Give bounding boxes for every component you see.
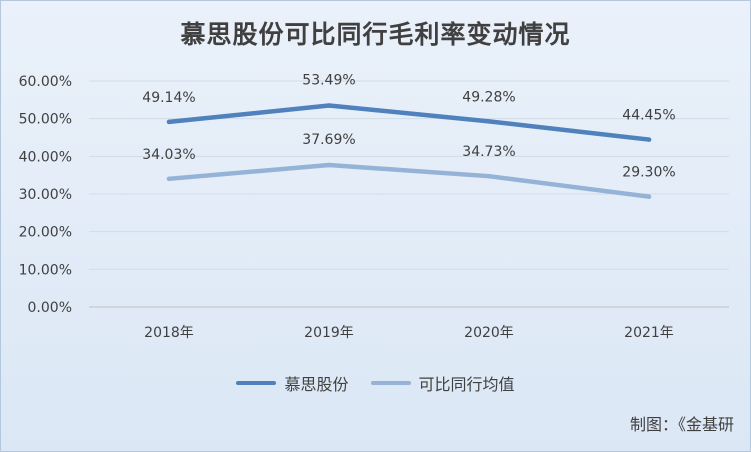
data-point: [326, 103, 332, 108]
data-point: [166, 119, 172, 125]
x-tick-label: 2021年: [624, 325, 674, 341]
legend-label-series-2: 可比同行均值: [418, 375, 515, 394]
y-tick-label: 60.00%: [19, 74, 72, 90]
legend-swatch-series-1: [236, 381, 277, 385]
data-label: 53.49%: [302, 73, 355, 89]
x-tick-label: 2019年: [304, 325, 354, 341]
data-label: 49.28%: [462, 89, 515, 105]
x-tick-label: 2020年: [464, 325, 514, 341]
data-label: 29.30%: [622, 165, 675, 181]
y-tick-label: 0.00%: [28, 300, 72, 316]
legend-swatch-series-2: [370, 381, 411, 385]
data-label: 34.73%: [462, 144, 515, 160]
data-point: [646, 194, 652, 199]
legend-label-series-1: 慕思股份: [284, 375, 349, 394]
data-point: [646, 137, 652, 142]
data-point: [166, 176, 172, 182]
data-label: 49.14%: [142, 90, 195, 106]
y-tick-label: 10.00%: [19, 262, 72, 278]
x-tick-label: 2018年: [144, 325, 194, 341]
data-label: 34.03%: [142, 147, 195, 163]
series-line-2: [166, 162, 652, 199]
data-label: 44.45%: [622, 108, 675, 124]
chart-title: 慕思股份可比同行毛利率变动情况: [180, 20, 571, 49]
data-point: [486, 173, 492, 179]
y-tick-label: 40.00%: [19, 149, 72, 165]
legend-item-series-2: 可比同行均值: [370, 371, 515, 395]
data-point: [486, 119, 492, 124]
data-label: 37.69%: [302, 132, 355, 148]
legend-item-series-1: 慕思股份: [236, 371, 349, 395]
y-tick-label: 30.00%: [19, 187, 72, 203]
y-tick-label: 50.00%: [19, 112, 72, 128]
data-point: [326, 162, 332, 168]
chart-legend: 慕思股份 可比同行均值: [1, 371, 750, 395]
y-tick-label: 20.00%: [19, 225, 72, 241]
source-note: 制图：《金基研: [629, 415, 734, 434]
series-line-1: [166, 103, 652, 142]
